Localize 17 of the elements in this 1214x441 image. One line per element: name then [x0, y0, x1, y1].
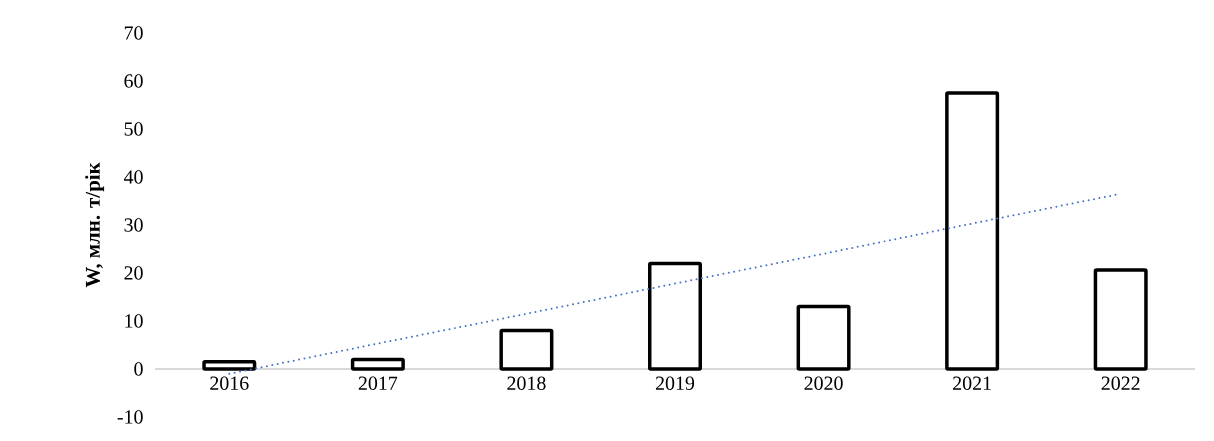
y-tick-label: 50: [124, 122, 143, 136]
y-tick-label: 60: [124, 74, 143, 88]
x-tick-label: 2021: [953, 376, 991, 390]
y-tick-label: 40: [123, 170, 143, 184]
y-tick-label: 0: [134, 362, 143, 376]
y-tick-label: -10: [117, 410, 143, 424]
x-tick-label: 2018: [507, 376, 546, 390]
x-tick-label: 2016: [210, 376, 249, 390]
y-tick-label: 10: [125, 314, 143, 328]
x-tick-label: 2017: [358, 376, 398, 390]
y-axis-title: W, млн. т/рік: [85, 162, 105, 288]
x-tick-label: 2020: [804, 376, 843, 390]
y-tick-label: 30: [124, 218, 143, 232]
x-tick-label: 2019: [655, 376, 695, 390]
y-tick-label: 20: [124, 266, 143, 280]
y-tick-label: 70: [124, 26, 143, 40]
x-tick-label: 2022: [1101, 376, 1140, 390]
